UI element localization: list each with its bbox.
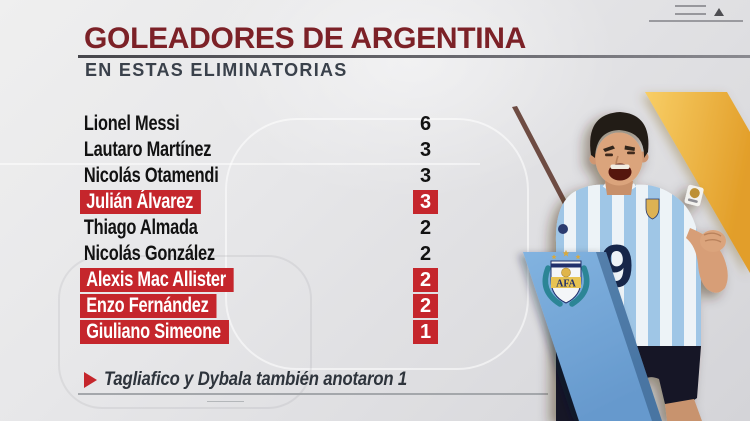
goal-count: 2 bbox=[413, 268, 438, 292]
table-row: Nicolás González 2 bbox=[80, 242, 445, 266]
player-name: Nicolás González bbox=[83, 242, 215, 265]
player-name: Julián Álvarez bbox=[80, 190, 201, 214]
page-subtitle: EN ESTAS ELIMINATORIAS bbox=[85, 60, 348, 80]
footer-note-text: Tagliafico y Dybala también anotaron 1 bbox=[104, 369, 408, 390]
goal-count: 1 bbox=[413, 320, 438, 344]
watermark-line bbox=[0, 163, 480, 165]
goal-count: 2 bbox=[419, 217, 432, 239]
footer-rule-small bbox=[207, 401, 244, 402]
table-row: Lionel Messi 6 bbox=[80, 112, 445, 136]
leg bbox=[665, 399, 702, 421]
ui-artifact-line bbox=[675, 13, 706, 15]
ui-artifact-line bbox=[675, 5, 706, 7]
player-name: Giuliano Simeone bbox=[80, 320, 229, 344]
title-underline bbox=[78, 55, 750, 58]
table-row: Nicolás Otamendi 3 bbox=[80, 164, 445, 188]
footer-note: Tagliafico y Dybala también anotaron 1 bbox=[84, 369, 448, 391]
player-name: Nicolás Otamendi bbox=[83, 164, 219, 187]
play-triangle-icon bbox=[84, 372, 97, 388]
player-name: Lionel Messi bbox=[83, 112, 180, 135]
table-row: Lautaro Martínez 3 bbox=[80, 138, 445, 162]
sleeve-badge bbox=[684, 184, 704, 207]
goal-count: 3 bbox=[419, 139, 432, 161]
page-title: GOLEADORES DE ARGENTINA bbox=[84, 22, 527, 55]
goal-count: 3 bbox=[419, 165, 432, 187]
table-row: Thiago Almada 2 bbox=[80, 216, 445, 240]
goal-count: 6 bbox=[419, 113, 432, 135]
afa-crest: AFA bbox=[542, 249, 590, 307]
table-row: Enzo Fernández 2 bbox=[80, 294, 445, 318]
crest-text: AFA bbox=[556, 279, 577, 290]
goal-count: 3 bbox=[413, 190, 438, 214]
chest-crest bbox=[645, 198, 660, 220]
side-art: 9 AFA bbox=[512, 92, 750, 421]
goals-table: Lionel Messi 6 Lautaro Martínez 3 Nicolás Ot… bbox=[80, 112, 445, 346]
table-row: Giuliano Simeone 1 bbox=[80, 320, 445, 344]
player-name: Thiago Almada bbox=[83, 216, 198, 239]
player-name: Enzo Fernández bbox=[80, 294, 217, 318]
table-row: Julián Álvarez 3 bbox=[80, 190, 445, 214]
triangle-icon bbox=[714, 8, 724, 16]
ui-artifact-line bbox=[649, 20, 743, 22]
brand-logo bbox=[558, 224, 568, 234]
goal-count: 2 bbox=[419, 243, 432, 265]
table-row: Alexis Mac Allister 2 bbox=[80, 268, 445, 292]
watermark-curve bbox=[225, 118, 529, 370]
player-name: Alexis Mac Allister bbox=[80, 268, 234, 292]
footer-rule bbox=[78, 393, 548, 395]
player-name: Lautaro Martínez bbox=[83, 138, 212, 161]
hair bbox=[590, 112, 649, 158]
yellow-band bbox=[645, 92, 750, 273]
watermark-curve bbox=[58, 255, 312, 409]
goal-count: 2 bbox=[413, 294, 438, 318]
